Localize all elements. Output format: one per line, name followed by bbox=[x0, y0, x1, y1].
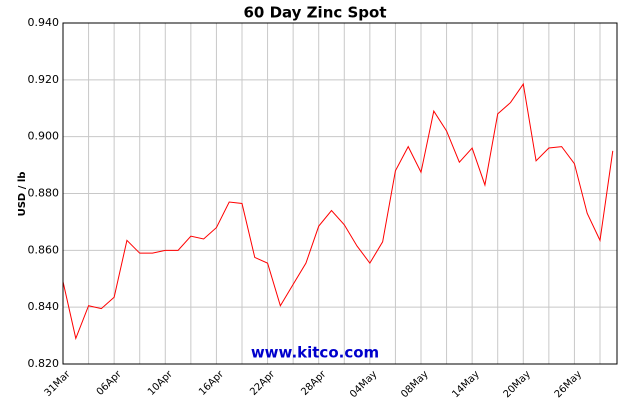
y-axis-label: USD / lb bbox=[17, 172, 28, 217]
y-tick-label: 0.920 bbox=[28, 73, 60, 86]
y-tick-label: 0.820 bbox=[28, 357, 60, 370]
watermark: www.kitco.com bbox=[251, 344, 379, 362]
y-tick-label: 0.860 bbox=[28, 243, 60, 256]
marks bbox=[62, 82, 614, 341]
y-tick-label: 0.900 bbox=[28, 130, 60, 143]
grid bbox=[63, 22, 617, 365]
y-tick-label: 0.880 bbox=[28, 187, 60, 200]
plot-frame bbox=[62, 22, 618, 365]
y-tick-label: 0.940 bbox=[28, 16, 60, 29]
chart-title: 60 Day Zinc Spot bbox=[243, 4, 386, 22]
y-tick-label: 0.840 bbox=[28, 300, 60, 313]
price-line bbox=[62, 82, 614, 341]
